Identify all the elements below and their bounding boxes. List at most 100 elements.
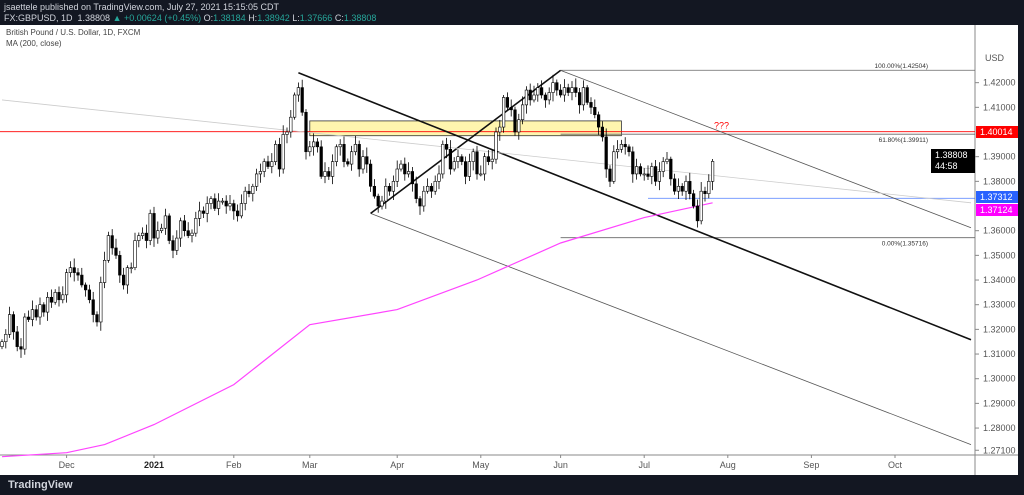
candle [38, 304, 42, 318]
last-price: 1.38808 [77, 13, 111, 23]
symbol: FX:GBPUSD, 1D [4, 13, 73, 23]
candle [460, 156, 464, 162]
up-arrow-icon: ▲ [112, 13, 122, 23]
y-tick-label: 1.41000 [983, 102, 1016, 112]
candle [4, 334, 8, 343]
candle [95, 314, 99, 323]
candle [296, 87, 301, 96]
trendline [298, 72, 972, 341]
candle [213, 198, 217, 209]
candle [490, 158, 494, 162]
candle [99, 282, 103, 323]
candle [137, 235, 141, 241]
candle [300, 87, 304, 113]
candle [232, 203, 236, 212]
candle [34, 309, 38, 318]
candle [349, 151, 354, 165]
candle [167, 215, 171, 241]
candle [691, 193, 696, 207]
candle [638, 166, 642, 175]
candle [387, 185, 392, 192]
candle [205, 203, 209, 214]
candle [631, 151, 635, 175]
currency-label: USD [985, 53, 1005, 63]
y-tick-label: 1.38000 [983, 176, 1016, 186]
footer: TradingView [0, 475, 1024, 495]
candle [524, 89, 528, 106]
candle [570, 87, 574, 93]
candle [566, 87, 570, 93]
candle [653, 166, 658, 182]
candle [26, 316, 31, 320]
candle [703, 190, 707, 194]
candle [581, 87, 585, 106]
candle [406, 171, 411, 175]
chart-legend-title: British Pound / U.S. Dollar, 1D, FXCM [6, 28, 141, 37]
candle [368, 163, 373, 187]
candle [547, 92, 551, 101]
candle [327, 171, 331, 177]
candle [152, 213, 156, 239]
candle [532, 94, 536, 101]
y-tick-label: 1.28000 [983, 423, 1016, 433]
candle [593, 107, 597, 116]
candle [186, 230, 190, 236]
candle [707, 181, 711, 194]
candle [680, 185, 684, 192]
candle [448, 148, 453, 170]
candle [562, 87, 566, 96]
high-label: H: [248, 13, 258, 23]
candle [486, 156, 491, 162]
candle [281, 134, 285, 170]
y-tick-label: 1.27100 [983, 445, 1016, 455]
candle [380, 200, 384, 207]
candle [273, 144, 278, 162]
candle [646, 173, 650, 177]
candle [684, 181, 688, 192]
candle [688, 181, 692, 194]
candle [277, 144, 282, 170]
close-label: C: [334, 13, 344, 23]
candle [600, 126, 604, 138]
candle [574, 87, 578, 93]
candle [403, 163, 407, 175]
candle [551, 82, 555, 93]
candle [463, 161, 468, 177]
candle [224, 200, 228, 207]
tradingview-logo[interactable]: TradingView [8, 479, 73, 491]
support-price-label: 1.37312 [976, 191, 1018, 204]
price-chart[interactable]: ??? 100.00%(1.42504) 61.80%(1.39911) 0.00%(… [0, 25, 1018, 475]
candle [676, 185, 680, 192]
candle [266, 161, 270, 167]
chart-area[interactable]: ??? 100.00%(1.42504) 61.80%(1.39911) 0.00%(… [0, 25, 1018, 475]
candle [160, 227, 164, 231]
x-tick-label: Dec [59, 460, 76, 470]
candle [615, 148, 620, 153]
candle [217, 200, 221, 209]
candle [190, 232, 194, 236]
candle [304, 111, 308, 153]
candle [634, 166, 639, 175]
x-tick-label: Jul [638, 460, 650, 470]
candle [627, 146, 631, 153]
candle [338, 144, 342, 148]
candle [315, 141, 320, 148]
symbol-line: FX:GBPUSD, 1D 1.38808 ▲ +0.00624 (+0.45%… [4, 13, 376, 23]
candle [91, 299, 95, 315]
x-tick-label: Jun [553, 460, 568, 470]
candle [19, 346, 23, 350]
last-price-value: 1.38808 [935, 150, 968, 161]
candle [220, 200, 225, 203]
candle [399, 163, 403, 170]
y-tick-label: 1.36000 [983, 226, 1016, 236]
candle [292, 94, 297, 118]
candle [0, 341, 4, 347]
low-label: L: [292, 13, 300, 23]
candle [642, 173, 646, 176]
candle [505, 97, 510, 108]
candle [498, 126, 502, 133]
candle [391, 181, 396, 192]
candle [76, 272, 80, 276]
x-tick-label: Feb [226, 460, 242, 470]
candle [163, 215, 168, 229]
